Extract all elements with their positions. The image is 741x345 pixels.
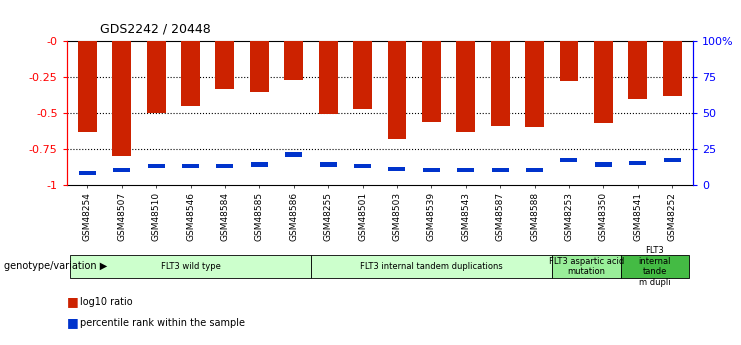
- Text: FLT3 aspartic acid
mutation: FLT3 aspartic acid mutation: [548, 257, 624, 276]
- Bar: [285, 152, 302, 157]
- Bar: [181, 41, 200, 106]
- Bar: [552, 255, 620, 278]
- Bar: [147, 41, 165, 113]
- Bar: [457, 168, 474, 172]
- Bar: [560, 158, 577, 162]
- Bar: [662, 41, 682, 96]
- Bar: [353, 41, 372, 109]
- Bar: [422, 41, 441, 121]
- Bar: [70, 255, 311, 278]
- Bar: [216, 164, 233, 168]
- Bar: [113, 41, 131, 156]
- Bar: [456, 41, 475, 131]
- Text: percentile rank within the sample: percentile rank within the sample: [80, 318, 245, 327]
- Text: ■: ■: [67, 295, 79, 308]
- Bar: [182, 164, 199, 168]
- Bar: [595, 162, 612, 167]
- Text: FLT3 internal tandem duplications: FLT3 internal tandem duplications: [360, 262, 502, 271]
- Text: FLT3 wild type: FLT3 wild type: [161, 262, 221, 271]
- Bar: [147, 164, 165, 168]
- Bar: [388, 41, 406, 139]
- Bar: [620, 255, 689, 278]
- Text: genotype/variation ▶: genotype/variation ▶: [4, 262, 107, 271]
- Bar: [525, 41, 544, 127]
- Bar: [664, 158, 681, 162]
- Bar: [629, 161, 646, 165]
- Text: GDS2242 / 20448: GDS2242 / 20448: [100, 22, 210, 36]
- Bar: [388, 167, 405, 171]
- Bar: [491, 41, 510, 126]
- Text: FLT3
internal
tande
m dupli: FLT3 internal tande m dupli: [639, 246, 671, 287]
- Bar: [285, 41, 303, 80]
- Bar: [79, 171, 96, 175]
- Bar: [250, 41, 269, 91]
- Bar: [216, 41, 234, 89]
- Text: log10 ratio: log10 ratio: [80, 297, 133, 307]
- Bar: [628, 41, 647, 99]
- Bar: [319, 162, 336, 167]
- Bar: [526, 168, 543, 172]
- Text: ■: ■: [67, 316, 79, 329]
- Bar: [78, 41, 97, 131]
- Bar: [113, 168, 130, 172]
- Bar: [559, 41, 579, 81]
- Bar: [319, 41, 338, 115]
- Bar: [423, 168, 440, 172]
- Bar: [594, 41, 613, 123]
- Bar: [354, 164, 371, 168]
- Bar: [311, 255, 552, 278]
- Bar: [492, 168, 508, 172]
- Bar: [251, 162, 268, 167]
